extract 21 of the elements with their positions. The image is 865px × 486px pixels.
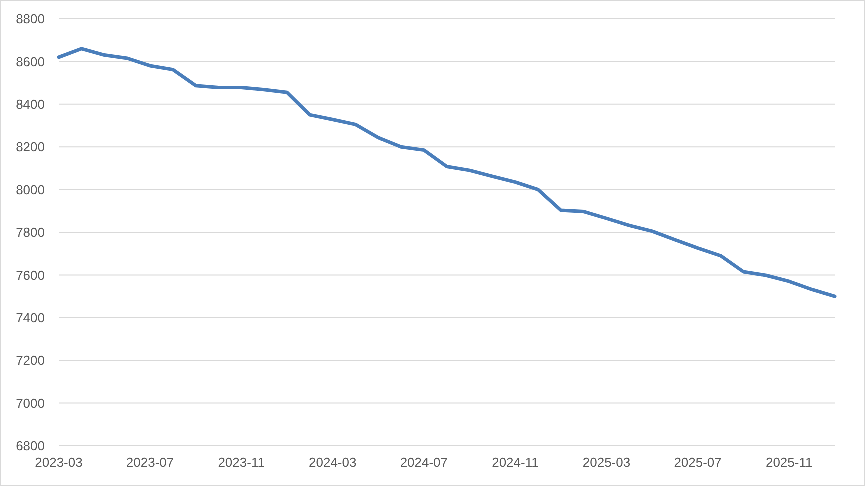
y-tick-label: 8200 [16, 140, 45, 155]
y-tick-label: 8000 [16, 182, 45, 198]
x-tick-label: 2025-03 [582, 455, 631, 470]
x-tick-label: 2025-11 [766, 455, 813, 470]
y-tick-label: 7200 [16, 353, 45, 368]
line-series [57, 47, 837, 298]
y-tick-label: 7400 [16, 310, 45, 326]
x-tick-label: 2023-07 [126, 455, 174, 470]
x-tick-label: 2024-03 [309, 455, 357, 470]
x-tick-label: 2025-07 [674, 455, 722, 470]
x-tick-label: 2023-03 [35, 455, 83, 470]
y-tick-label: 6800 [16, 438, 45, 454]
y-tick-label: 8800 [16, 12, 45, 27]
y-tick-label: 7000 [16, 396, 45, 411]
y-tick-label: 8400 [16, 97, 45, 112]
y-tick-label: 7600 [16, 268, 45, 283]
y-tick-label: 7800 [16, 225, 45, 240]
x-tick-label: 2024-07 [400, 455, 448, 470]
x-tick-label: 2023-11 [218, 455, 265, 470]
x-tick-label: 2024-11 [492, 455, 539, 470]
y-tick-label: 8600 [16, 54, 45, 70]
